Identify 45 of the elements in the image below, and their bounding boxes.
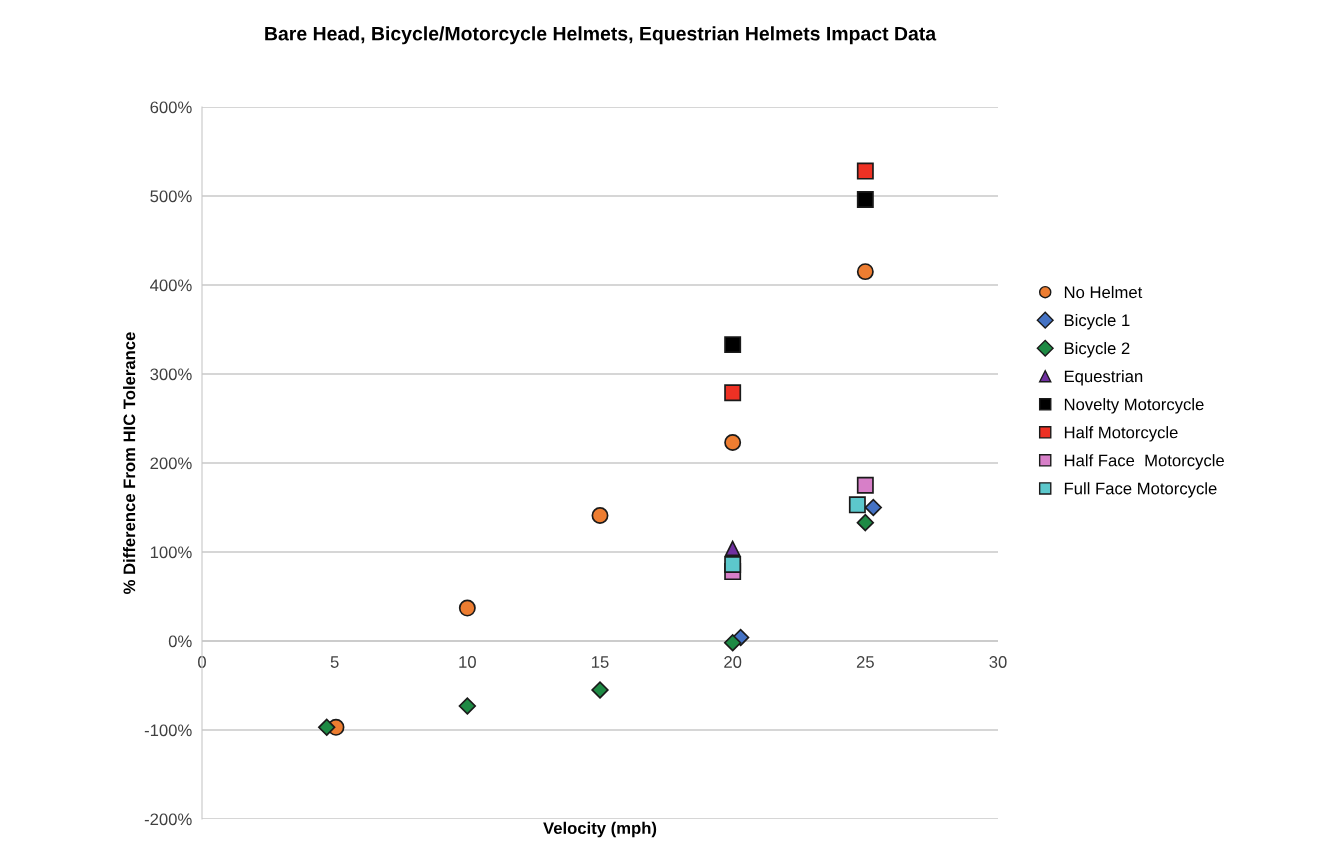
y-tick-label: -100% bbox=[144, 724, 192, 737]
point bbox=[458, 599, 476, 617]
point bbox=[856, 476, 874, 494]
point bbox=[318, 718, 336, 737]
point bbox=[848, 496, 866, 514]
point bbox=[591, 507, 609, 524]
x-tick-label: 30 bbox=[989, 656, 1007, 668]
legend-label: Equestrian bbox=[1064, 370, 1143, 386]
point bbox=[724, 540, 741, 557]
point bbox=[591, 681, 609, 699]
point bbox=[856, 263, 874, 281]
point bbox=[724, 434, 742, 452]
y-tick-label: 0% bbox=[168, 635, 192, 648]
legend-label: No Helmet bbox=[1064, 285, 1143, 299]
point bbox=[724, 555, 742, 573]
y-axis-title: % Difference From HIC Tolerance bbox=[123, 332, 136, 594]
y-tick-label: 100% bbox=[150, 546, 192, 559]
point bbox=[458, 697, 477, 715]
legend-label: Half Face Motorcycle bbox=[1064, 454, 1224, 470]
y-tick-label: 300% bbox=[150, 368, 192, 381]
point bbox=[723, 634, 742, 652]
x-tick-label: 0 bbox=[198, 656, 206, 668]
x-tick-label: 5 bbox=[330, 656, 339, 668]
point bbox=[724, 384, 742, 402]
point bbox=[856, 191, 874, 209]
point bbox=[856, 513, 875, 532]
legend-label: Novelty Motorcycle bbox=[1064, 398, 1204, 414]
x-axis-title: Velocity (mph) bbox=[543, 821, 657, 838]
point bbox=[724, 336, 742, 354]
legend-label: Bicycle 2 bbox=[1064, 341, 1130, 358]
point bbox=[856, 162, 874, 180]
legend-label: Half Motorcycle bbox=[1064, 426, 1178, 442]
x-tick-label: 20 bbox=[724, 656, 742, 668]
legend-label: Bicycle 1 bbox=[1064, 313, 1130, 330]
x-tick-label: 10 bbox=[459, 656, 476, 668]
chart-title: Bare Head, Bicycle/Motorcycle Helmets, Equestrian Helmets Impact Data bbox=[265, 26, 937, 45]
x-tick-label: 15 bbox=[592, 656, 609, 668]
y-tick-label: 600% bbox=[150, 101, 192, 114]
x-tick-label: 25 bbox=[856, 656, 874, 668]
y-tick-label: 200% bbox=[150, 457, 192, 470]
y-tick-label: 400% bbox=[150, 279, 192, 292]
point bbox=[864, 498, 882, 517]
y-tick-label: -200% bbox=[144, 813, 192, 826]
legend-label: Full Face Motorcycle bbox=[1064, 482, 1217, 498]
y-tick-label: 500% bbox=[150, 190, 192, 203]
